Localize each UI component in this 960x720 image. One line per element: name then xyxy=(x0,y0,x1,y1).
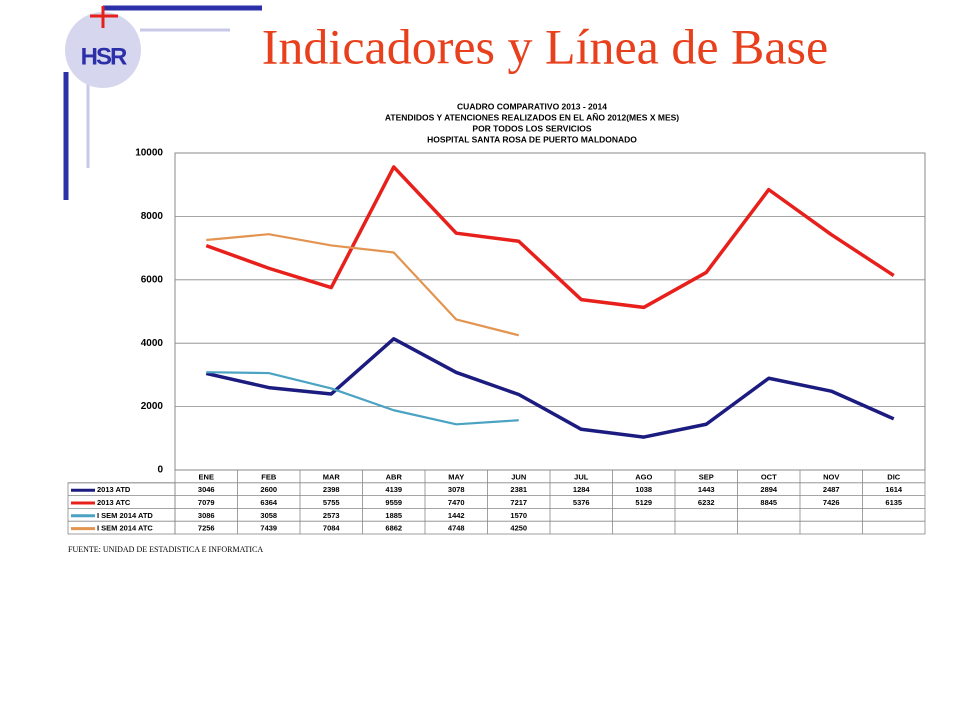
chart-title: ATENDIDOS Y ATENCIONES REALIZADOS EN EL … xyxy=(385,112,679,122)
table-value: 2381 xyxy=(510,485,527,494)
table-value: 2600 xyxy=(260,485,277,494)
table-value: 4250 xyxy=(510,524,527,533)
table-value: 1442 xyxy=(448,511,465,520)
slide-title: Indicadores y Línea de Base xyxy=(262,18,828,74)
series-line xyxy=(206,233,520,337)
table-value: 3078 xyxy=(448,485,465,494)
logo: HSR xyxy=(63,5,262,200)
table-value: 1284 xyxy=(573,485,591,494)
table-value: 9559 xyxy=(385,498,402,507)
logo-text: HSR xyxy=(81,43,127,70)
table-value: 8845 xyxy=(760,498,777,507)
table-value: 7084 xyxy=(323,524,341,533)
x-tick-label: AGO xyxy=(635,472,652,481)
x-tick-label: JUN xyxy=(511,472,526,481)
chart-title: POR TODOS LOS SERVICIOS xyxy=(472,123,592,133)
table-value: 7470 xyxy=(448,498,465,507)
table-value: 3046 xyxy=(198,485,215,494)
table-value: 7426 xyxy=(823,498,840,507)
x-tick-label: ABR xyxy=(386,472,403,481)
table-value: 4139 xyxy=(385,485,402,494)
series-line xyxy=(205,165,895,310)
table-value: 1885 xyxy=(385,511,402,520)
table-value: 7256 xyxy=(198,524,215,533)
x-tick-label: NOV xyxy=(823,472,839,481)
y-tick-label: 2000 xyxy=(141,401,164,412)
x-tick-label: OCT xyxy=(761,472,777,481)
table-value: 6364 xyxy=(260,498,278,507)
legend-label: 2013 ATC xyxy=(97,498,131,507)
y-tick-label: 10000 xyxy=(135,148,163,159)
table-value: 3086 xyxy=(198,511,215,520)
x-tick-label: MAY xyxy=(448,472,464,481)
y-tick-label: 8000 xyxy=(141,211,164,222)
table-value: 7217 xyxy=(510,498,527,507)
table-value: 1443 xyxy=(698,485,715,494)
series-line xyxy=(206,371,519,426)
table-value: 3058 xyxy=(260,511,277,520)
series-line xyxy=(205,337,895,439)
logo-circle xyxy=(65,12,141,88)
table-value: 1614 xyxy=(885,485,903,494)
table-value: 6232 xyxy=(698,498,715,507)
legend-label: I SEM 2014 ATC xyxy=(97,524,153,533)
table-value: 2398 xyxy=(323,485,340,494)
x-tick-label: MAR xyxy=(323,472,341,481)
y-tick-label: 4000 xyxy=(141,338,164,349)
table-value: 7439 xyxy=(260,524,277,533)
chart-title: CUADRO COMPARATIVO 2013 - 2014 xyxy=(457,101,607,111)
x-tick-label: SEP xyxy=(699,472,714,481)
table-value: 2894 xyxy=(760,485,778,494)
chart-title: HOSPITAL SANTA ROSA DE PUERTO MALDONADO xyxy=(427,134,637,144)
table-value: 4748 xyxy=(448,524,465,533)
legend-label: 2013 ATD xyxy=(97,485,131,494)
source-note: FUENTE: UNIDAD DE ESTADISTICA E INFORMAT… xyxy=(68,545,263,554)
table-value: 5129 xyxy=(635,498,652,507)
legend-label: I SEM 2014 ATD xyxy=(97,511,153,520)
x-tick-label: JUL xyxy=(574,472,589,481)
table-value: 5376 xyxy=(573,498,590,507)
x-tick-label: FEB xyxy=(261,472,277,481)
plot-area xyxy=(174,152,926,471)
table-value: 2487 xyxy=(823,485,840,494)
table-value: 1038 xyxy=(635,485,652,494)
table-value: 6862 xyxy=(385,524,402,533)
table-value: 2573 xyxy=(323,511,340,520)
table-value: 1570 xyxy=(510,511,527,520)
y-tick-label: 0 xyxy=(157,465,163,476)
x-tick-label: DIC xyxy=(887,472,901,481)
table-value: 6135 xyxy=(885,498,902,507)
x-tick-label: ENE xyxy=(199,472,214,481)
table-value: 7079 xyxy=(198,498,215,507)
table-value: 5755 xyxy=(323,498,340,507)
y-tick-label: 6000 xyxy=(141,274,164,285)
